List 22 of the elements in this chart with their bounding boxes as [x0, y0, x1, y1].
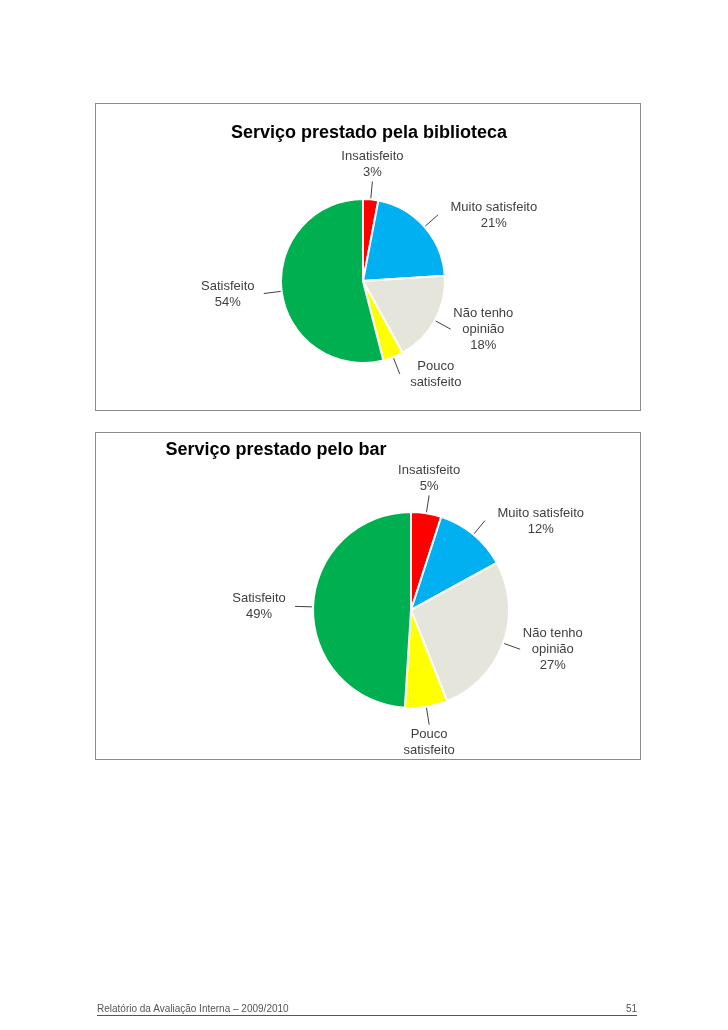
slice-label: Muito satisfeito	[450, 198, 538, 214]
data-label: 12%	[527, 520, 555, 536]
slice-label: Não tenho opinião	[453, 305, 514, 337]
slice-label: Pouco satisfeito	[410, 357, 462, 389]
slice-label: Não tenho opinião	[522, 625, 583, 657]
data-label: 5%	[419, 478, 439, 494]
data-label: 18%	[470, 337, 497, 353]
data-label: 21%	[480, 214, 508, 230]
slice-label: Satisfeito	[201, 277, 255, 293]
chart-title: Serviço prestado pela biblioteca	[229, 122, 509, 143]
slice-label: Pouco satisfeito	[403, 725, 455, 757]
data-label: 27%	[539, 657, 567, 673]
chart-title: Serviço prestado pelo bar	[164, 439, 388, 460]
slice-label: Insatisfeito	[341, 148, 404, 164]
data-label: 3%	[363, 164, 383, 180]
data-label: 54%	[214, 293, 242, 309]
text: 51	[625, 1003, 637, 1014]
slice-label: Muito satisfeito	[497, 504, 585, 520]
slice-label: Satisfeito	[232, 590, 286, 606]
text: Relatório da Avaliação Interna – 2009/2010	[97, 1003, 289, 1014]
slice-label: Insatisfeito	[398, 462, 461, 478]
data-label: 49%	[246, 606, 273, 622]
